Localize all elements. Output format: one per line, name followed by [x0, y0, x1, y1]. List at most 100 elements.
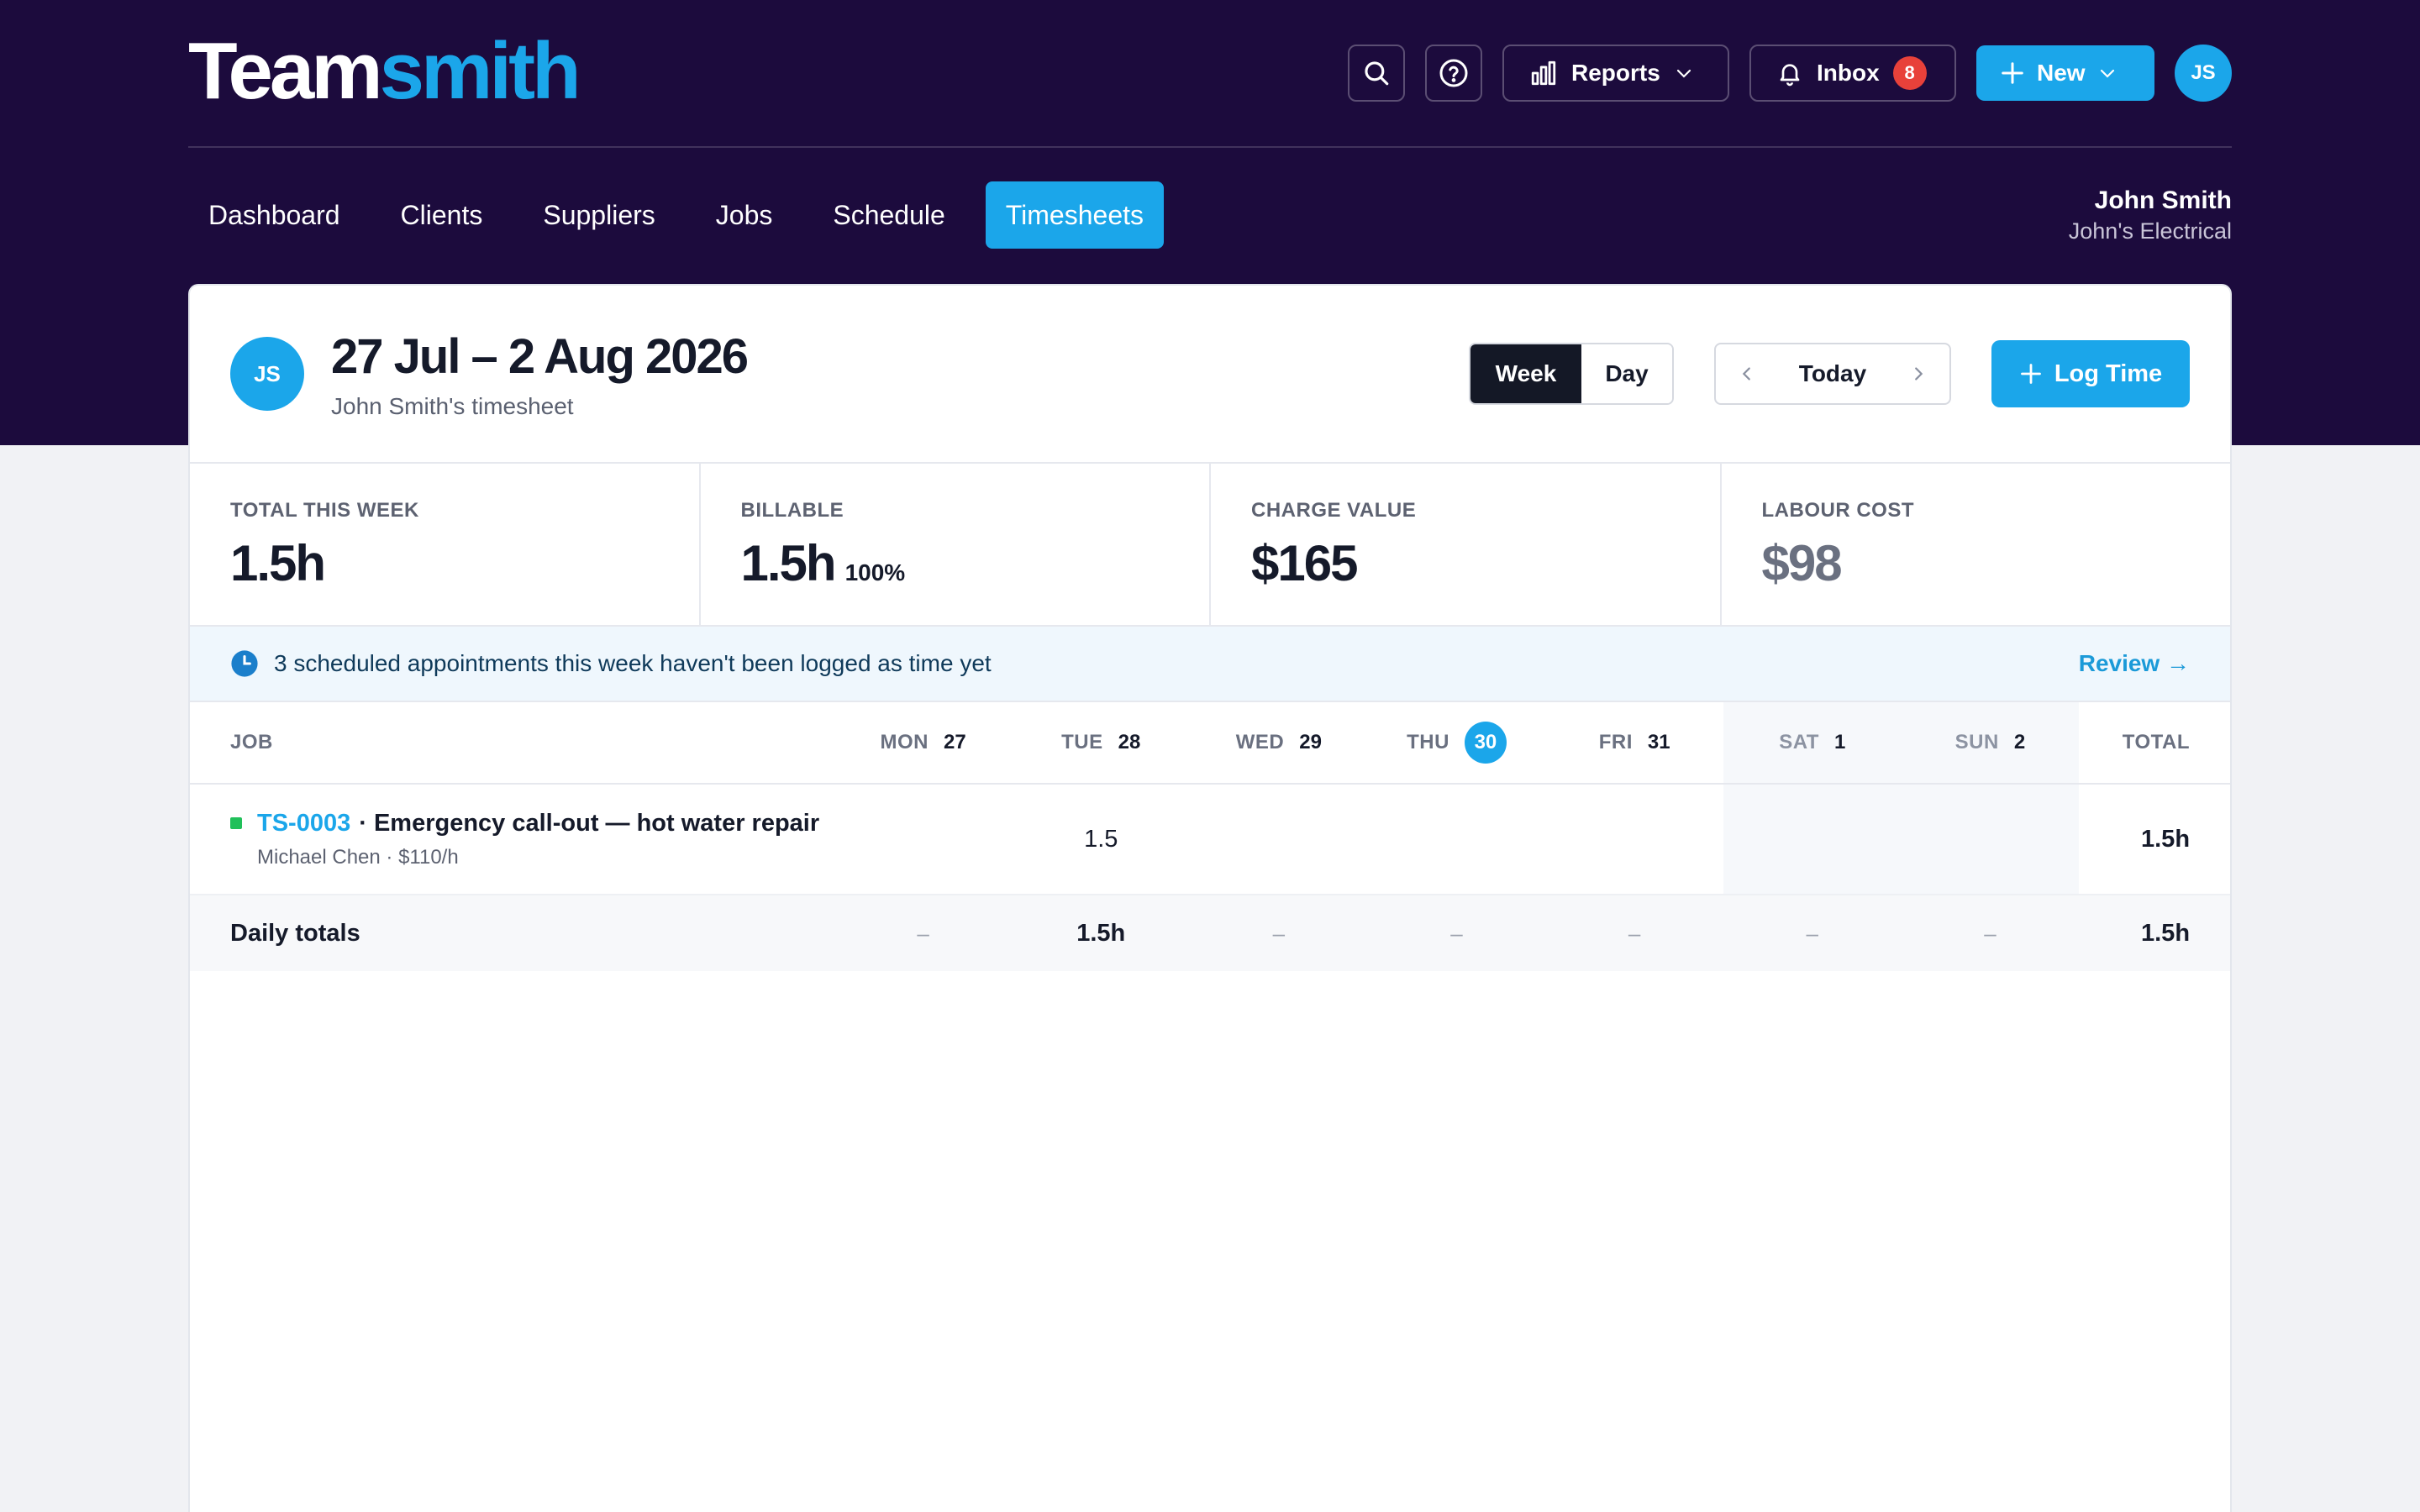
- brand-logo[interactable]: Teamsmith: [188, 31, 581, 112]
- time-cell-sun[interactable]: [1901, 785, 2080, 894]
- day-name: MON: [880, 731, 929, 753]
- row-total: 1.5h: [2141, 825, 2191, 853]
- log-time-label: Log Time: [2054, 360, 2163, 387]
- job-description: · Emergency call-out — hot water repair: [359, 809, 820, 837]
- day-name: TUE: [1061, 731, 1103, 753]
- stat-label: BILLABLE: [740, 499, 844, 522]
- day-name: SUN: [1954, 731, 1999, 753]
- day-name: FRI: [1598, 731, 1633, 753]
- time-cell-mon[interactable]: [834, 785, 1013, 894]
- view-day-button[interactable]: Day: [1581, 344, 1672, 403]
- top-actions: Reports Inbox 8 New JS: [1348, 45, 2232, 102]
- day-name: WED: [1235, 731, 1285, 753]
- today-button[interactable]: Today: [1798, 360, 1867, 386]
- job-meta: Michael Chen · $110/h: [257, 845, 459, 869]
- nav-tab-timesheets[interactable]: Timesheets: [985, 181, 1164, 249]
- day-name: THU: [1407, 731, 1449, 753]
- daily-total-tue: 1.5h: [1076, 919, 1126, 947]
- view-week-button[interactable]: Week: [1470, 344, 1581, 403]
- timesheet-controls: Week Day Today Log Time: [1469, 340, 2190, 407]
- user-avatar[interactable]: JS: [2175, 45, 2232, 102]
- stat-label: TOTAL THIS WEEK: [230, 499, 419, 522]
- chevron-down-icon: [1676, 69, 1691, 78]
- day-number: 2: [2013, 731, 2026, 753]
- time-cell-tue[interactable]: 1.5: [1084, 825, 1118, 853]
- help-icon: [1439, 59, 1468, 87]
- stat-value-wrap: 1.5h 100%: [741, 534, 1170, 592]
- main-nav: Dashboard Clients Suppliers Jobs Schedul…: [188, 148, 2232, 282]
- day-name: SAT: [1779, 731, 1819, 753]
- job-code-link[interactable]: TS-0003: [257, 809, 351, 837]
- column-header-sun[interactable]: SUN 2: [1901, 702, 2080, 783]
- stat-total-this-week: TOTAL THIS WEEK 1.5h: [190, 464, 701, 625]
- today-marker: 30: [1464, 722, 1507, 764]
- alert-message-block: 3 scheduled appointments this week haven…: [230, 649, 992, 678]
- stat-labour-cost: LABOUR COST $98: [1722, 464, 2231, 625]
- time-cell-thu[interactable]: [1368, 785, 1546, 894]
- time-cell-fri[interactable]: [1545, 785, 1723, 894]
- column-header-wed[interactable]: WED 29: [1190, 702, 1368, 783]
- nav-tab-dashboard[interactable]: Dashboard: [208, 199, 340, 230]
- app-header: Teamsmith Reports Inbox 8 New: [188, 0, 2232, 282]
- nav-tab-suppliers[interactable]: Suppliers: [543, 199, 655, 230]
- page-subtitle: John Smith's timesheet: [331, 392, 574, 419]
- stat-charge-value: CHARGE VALUE $165: [1211, 464, 1722, 625]
- daily-totals-row: Daily totals – 1.5h – – – – – 1.5h: [190, 895, 2230, 971]
- timesheet-title-block: JS 27 Jul – 2 Aug 2026 John Smith's time…: [230, 328, 749, 420]
- alert-message: 3 scheduled appointments this week haven…: [274, 650, 992, 676]
- stat-label: LABOUR COST: [1761, 499, 1914, 522]
- daily-total-sat: –: [1806, 920, 1819, 946]
- timesheet-avatar: JS: [230, 337, 304, 411]
- timesheet-card: JS 27 Jul – 2 Aug 2026 John Smith's time…: [188, 284, 2232, 1512]
- stat-billable-percent: 100%: [844, 559, 906, 585]
- review-link[interactable]: Review →: [2078, 650, 2190, 676]
- column-header-sat[interactable]: SAT 1: [1723, 702, 1902, 783]
- nav-tab-schedule[interactable]: Schedule: [833, 199, 945, 230]
- new-button[interactable]: New: [1976, 45, 2154, 101]
- brand-logo-part1: Team: [188, 26, 383, 116]
- account-company-name: John's Electrical: [2068, 218, 2232, 244]
- time-cell-wed[interactable]: [1190, 785, 1368, 894]
- column-header-tue[interactable]: TUE 28: [1012, 702, 1190, 783]
- chevron-down-icon: [2100, 69, 2114, 78]
- account-user-name: John Smith: [2094, 186, 2232, 214]
- timesheet-grid: JOB MON 27 TUE 28 WED 29 THU 30 FRI 31 SAT 1 S…: [190, 702, 2230, 971]
- log-time-button[interactable]: Log Time: [1991, 340, 2190, 407]
- daily-total-fri: –: [1628, 920, 1641, 946]
- day-number: 27: [943, 731, 966, 753]
- page-title: 27 Jul – 2 Aug 2026: [331, 328, 749, 384]
- column-header-thu[interactable]: THU 30: [1368, 702, 1546, 783]
- time-cell-sat[interactable]: [1723, 785, 1902, 894]
- search-icon: [1365, 61, 1389, 86]
- nav-tab-clients[interactable]: Clients: [400, 199, 483, 230]
- view-toggle: Week Day: [1469, 343, 1674, 405]
- daily-total-wed: –: [1272, 920, 1286, 946]
- chevron-left-icon[interactable]: [1738, 365, 1756, 383]
- table-row[interactable]: TS-0003 · Emergency call-out — hot water…: [190, 785, 2230, 895]
- stat-billable: BILLABLE 1.5h 100%: [701, 464, 1211, 625]
- nav-tab-jobs[interactable]: Jobs: [715, 199, 773, 230]
- top-bar: Teamsmith Reports Inbox 8 New: [188, 0, 2232, 148]
- account-info[interactable]: John Smith John's Electrical: [2069, 186, 2232, 244]
- inbox-button[interactable]: Inbox 8: [1749, 45, 1956, 102]
- bar-chart-icon: [1531, 60, 1556, 86]
- daily-total-thu: –: [1450, 920, 1463, 946]
- plus-icon: [2002, 62, 2023, 84]
- reports-label: Reports: [1571, 60, 1660, 86]
- grid-header-row: JOB MON 27 TUE 28 WED 29 THU 30 FRI 31 SAT 1 S…: [190, 702, 2230, 785]
- search-button[interactable]: [1348, 45, 1405, 102]
- bell-icon: [1780, 64, 1800, 87]
- column-header-mon[interactable]: MON 27: [834, 702, 1013, 783]
- chevron-right-icon[interactable]: [1909, 365, 1928, 383]
- daily-totals-label: Daily totals: [230, 919, 360, 947]
- help-button[interactable]: [1425, 45, 1482, 102]
- column-header-total: TOTAL: [2122, 731, 2191, 753]
- timesheet-header: JS 27 Jul – 2 Aug 2026 John Smith's time…: [190, 286, 2230, 464]
- clock-icon: [231, 650, 258, 677]
- stat-value: $98: [1761, 535, 1843, 591]
- reports-dropdown[interactable]: Reports: [1502, 45, 1729, 102]
- job-title-line: TS-0003 · Emergency call-out — hot water…: [230, 810, 834, 837]
- job-cell: TS-0003 · Emergency call-out — hot water…: [190, 810, 834, 869]
- column-header-fri[interactable]: FRI 31: [1545, 702, 1723, 783]
- day-number: 29: [1299, 731, 1322, 753]
